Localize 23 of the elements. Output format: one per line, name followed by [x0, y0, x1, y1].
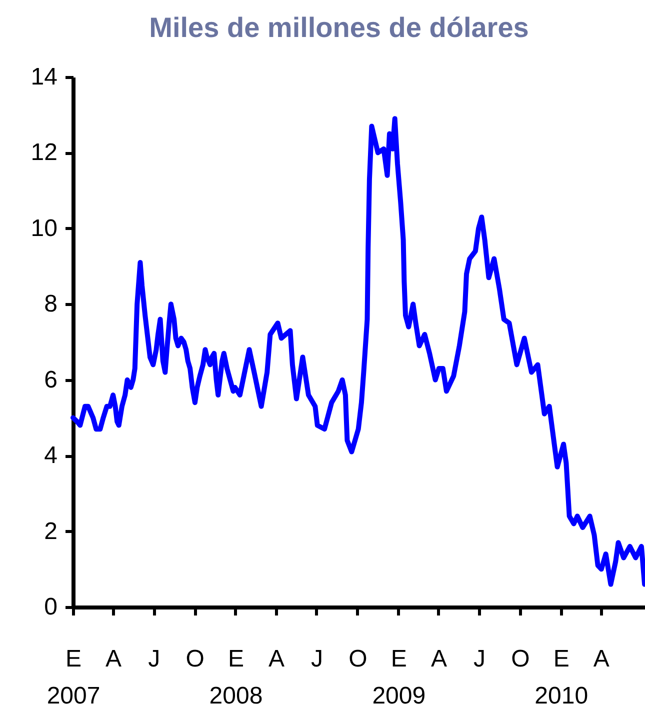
y-tick-label: 8	[44, 290, 58, 318]
y-tick-label: 10	[30, 214, 58, 242]
x-tick-label: J	[148, 646, 160, 672]
x-tick-label: O	[186, 646, 204, 672]
y-tick-label: 12	[30, 139, 58, 166]
x-tick-label: O	[348, 646, 368, 672]
x-tick-label: A	[430, 646, 447, 672]
y-tick-label: 4	[44, 442, 58, 470]
y-tick-label: 2	[44, 518, 58, 545]
x-tick-label: J	[310, 646, 323, 672]
x-tick-label: O	[511, 646, 530, 672]
x-tick-label: E 2007	[46, 646, 100, 710]
x-tick-label: E 2009	[372, 646, 426, 710]
x-tick-label: J	[473, 646, 486, 672]
y-tick-label: 14	[30, 64, 58, 90]
x-tick-label: A	[268, 646, 284, 672]
x-tick-label: E 2008	[209, 646, 263, 710]
x-tick-label: A	[106, 646, 122, 672]
x-tick-label: A	[593, 646, 610, 672]
y-tick-label: 0	[44, 594, 58, 620]
chart-title: Miles de millones de dólares	[149, 12, 529, 43]
x-tick-label: E 2010	[534, 646, 588, 710]
y-tick-label: 6	[44, 366, 58, 394]
